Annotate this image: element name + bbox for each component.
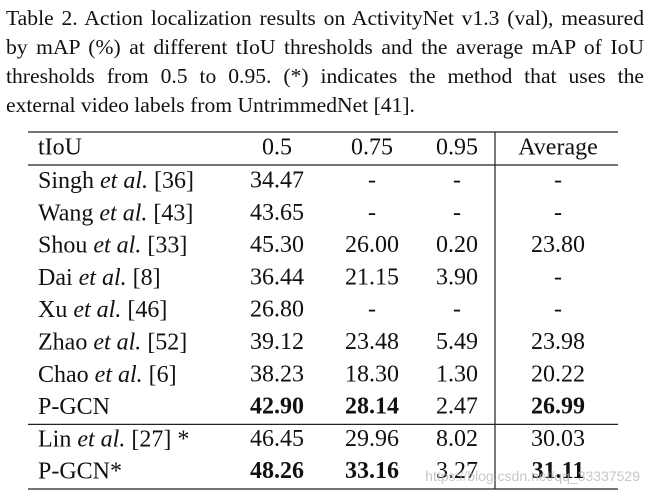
method-cell: Wang et al. [43] <box>38 200 193 226</box>
header-cell: 0.75 <box>351 135 393 161</box>
value-cell: 45.30 <box>250 232 304 258</box>
value-cell: 34.47 <box>250 168 304 194</box>
value-cell: - <box>554 264 562 290</box>
value-cell: 26.99 <box>531 394 585 420</box>
method-part: [33] <box>147 232 187 258</box>
header-cell: Average <box>518 135 598 161</box>
method-part: Zhao <box>38 329 87 355</box>
value-cell: 1.30 <box>436 361 478 387</box>
method-part: Dai <box>38 264 73 290</box>
value-cell: 31.11 <box>532 458 585 484</box>
value-cell: 38.23 <box>250 361 304 387</box>
value-cell: 2.47 <box>436 394 478 420</box>
value-cell: 3.27 <box>436 458 478 484</box>
header-cell: 0.5 <box>262 135 292 161</box>
method-part: Chao <box>38 361 89 387</box>
value-cell: 23.98 <box>531 329 585 355</box>
watermark: https://blog.csdn.net/qq_33337529 <box>425 468 640 484</box>
value-cell: 28.14 <box>345 394 399 420</box>
method-part: Wang <box>38 200 93 226</box>
value-cell: - <box>368 200 376 226</box>
method-part: et al. <box>73 297 121 323</box>
value-cell: - <box>453 200 461 226</box>
caption: Table 2. Action localization results on … <box>6 6 644 117</box>
value-cell: 43.65 <box>250 200 304 226</box>
method-part: [8] <box>133 264 161 290</box>
value-cell: 36.44 <box>250 264 304 290</box>
value-cell: - <box>554 168 562 194</box>
method-part: [46] <box>127 297 167 323</box>
method-part: et al. <box>77 426 125 452</box>
value-cell: - <box>554 297 562 323</box>
value-cell: - <box>453 297 461 323</box>
method-part: [27] * <box>131 426 189 452</box>
method-part: et al. <box>95 361 143 387</box>
method-part: et al. <box>100 168 148 194</box>
method-cell: Lin et al. [27] * <box>38 426 189 452</box>
value-cell: 48.26 <box>250 458 304 484</box>
value-cell: 0.20 <box>436 232 478 258</box>
method-part: et al. <box>93 232 141 258</box>
method-part: et al. <box>93 329 141 355</box>
method-part: Shou <box>38 232 87 258</box>
method-cell: Xu et al. [46] <box>38 297 167 323</box>
value-cell: 23.48 <box>345 329 399 355</box>
value-cell: 20.22 <box>531 361 585 387</box>
value-cell: - <box>368 168 376 194</box>
value-cell: 21.15 <box>345 264 399 290</box>
method-cell: Chao et al. [6] <box>38 361 177 387</box>
header-cell: 0.95 <box>436 135 478 161</box>
value-cell: 23.80 <box>531 232 585 258</box>
method-part: et al. <box>79 264 127 290</box>
value-cell: 26.80 <box>250 297 304 323</box>
method-part: [6] <box>149 361 177 387</box>
method-part: Lin <box>38 426 71 452</box>
method-cell: Zhao et al. [52] <box>38 329 187 355</box>
method-part: Singh <box>38 168 94 194</box>
value-cell: 3.90 <box>436 264 478 290</box>
value-cell: 5.49 <box>436 329 478 355</box>
method-part: Xu <box>38 297 67 323</box>
method-part: P-GCN* <box>38 458 122 484</box>
header-cell: tIoU <box>38 135 82 161</box>
value-cell: 8.02 <box>436 426 478 452</box>
value-cell: - <box>368 297 376 323</box>
method-cell: P-GCN* <box>38 458 122 484</box>
method-part: [52] <box>147 329 187 355</box>
value-cell: - <box>453 168 461 194</box>
method-part: [43] <box>153 200 193 226</box>
method-part: P-GCN <box>38 394 110 420</box>
method-part: [36] <box>154 168 194 194</box>
method-part: et al. <box>99 200 147 226</box>
value-cell: 30.03 <box>531 426 585 452</box>
value-cell: 42.90 <box>250 394 304 420</box>
value-cell: - <box>554 200 562 226</box>
method-cell: Singh et al. [36] <box>38 168 194 194</box>
method-cell: Shou et al. [33] <box>38 232 187 258</box>
value-cell: 33.16 <box>345 458 399 484</box>
value-cell: 26.00 <box>345 232 399 258</box>
value-cell: 39.12 <box>250 329 304 355</box>
value-cell: 46.45 <box>250 426 304 452</box>
value-cell: 29.96 <box>345 426 399 452</box>
method-cell: Dai et al. [8] <box>38 264 161 290</box>
value-cell: 18.30 <box>345 361 399 387</box>
method-cell: P-GCN <box>38 394 110 420</box>
